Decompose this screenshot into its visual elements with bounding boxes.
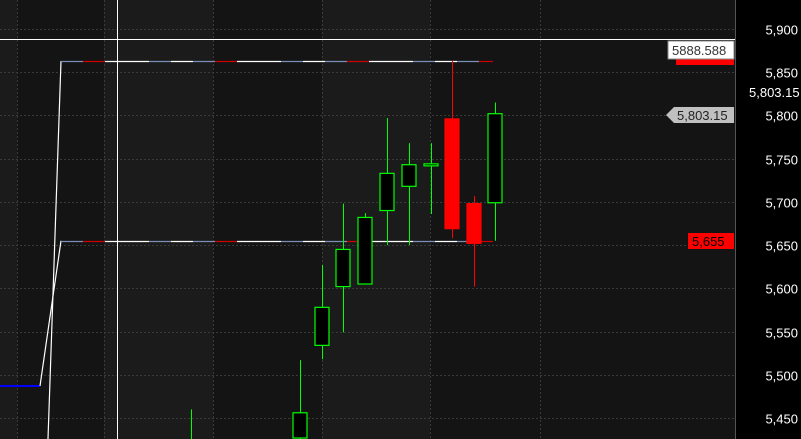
candle-body	[292, 412, 308, 439]
last-price-marker	[666, 107, 734, 123]
y-tick-label: 5,700	[765, 196, 798, 211]
last-price-text: 5,803.15	[749, 85, 800, 100]
crosshair-price-label: 5888.588	[672, 43, 726, 58]
level-lines	[0, 60, 493, 439]
y-tick-label: 5,450	[765, 412, 798, 427]
upper-level-marker	[676, 59, 734, 65]
candle-body	[423, 163, 439, 167]
price-axis[interactable]	[735, 0, 801, 439]
candle-body	[335, 248, 351, 288]
crosshair-price-box	[667, 40, 735, 60]
candle-body	[357, 216, 373, 285]
y-tick-label: 5,550	[765, 326, 798, 341]
y-tick-label: 5,750	[765, 153, 798, 168]
y-tick-label: 5,500	[765, 369, 798, 384]
grid-lines	[0, 0, 735, 439]
y-tick-label: 5,900	[765, 23, 798, 38]
time-bands	[0, 0, 430, 439]
candle-body	[466, 203, 482, 244]
candle-body	[314, 306, 330, 346]
time-band	[0, 0, 17, 439]
candle-body	[401, 164, 417, 187]
candle-body	[444, 118, 460, 230]
candle-body	[487, 113, 503, 204]
axis-markers: 5888.588 5,803.15 5,803.15 5,655	[666, 40, 800, 249]
crosshair	[0, 0, 735, 439]
y-tick-label: 5,850	[765, 66, 798, 81]
y-tick-label: 5,650	[765, 239, 798, 254]
y-tick-label: 5,600	[765, 282, 798, 297]
lower-rise-line	[39, 240, 62, 387]
time-band	[104, 0, 213, 439]
upper-rise-line	[47, 60, 62, 439]
time-band	[322, 0, 430, 439]
price-axis-ticks: 5,900 5,850 5,800 5,750 5,700 5,650 5,600 5,550…	[765, 23, 798, 427]
candle-body	[379, 172, 395, 212]
level-marker-label: 5,655	[692, 234, 725, 249]
level-marker	[688, 233, 734, 249]
last-price-marker-label: 5,803.15	[677, 108, 728, 123]
candles	[191, 60, 503, 439]
y-tick-label: 5,800	[765, 109, 798, 124]
